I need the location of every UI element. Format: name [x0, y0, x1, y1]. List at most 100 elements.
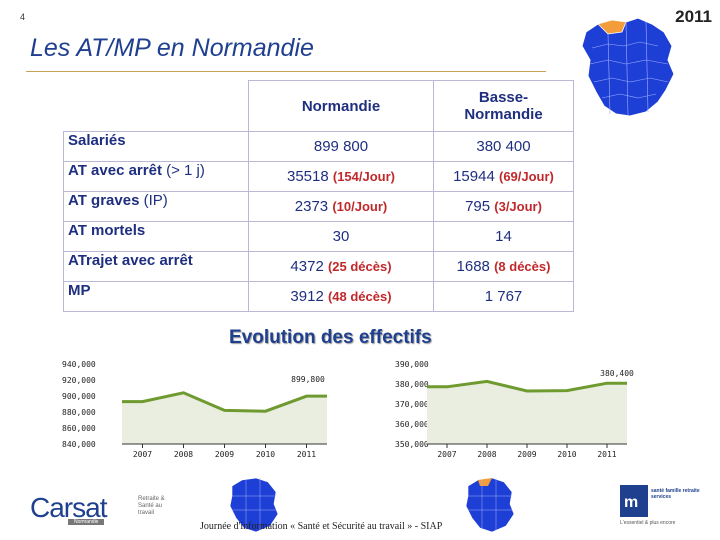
data-point	[446, 386, 448, 388]
y-tick-label: 900,000	[62, 392, 96, 401]
cell-normandie: 2373 (10/Jour)	[249, 192, 434, 222]
cell-normandie: 35518 (154/Jour)	[249, 162, 434, 192]
x-tick-label: 2009	[215, 450, 234, 459]
value: 795	[465, 198, 490, 215]
table-row: AT graves (IP) 2373 (10/Jour) 795 (3/Jou…	[64, 192, 574, 222]
row-label-text: ATrajet avec arrêt	[68, 252, 193, 269]
table-row: AT mortels 30 14	[64, 222, 574, 252]
rate: (25 décès)	[328, 259, 392, 274]
x-tick-label: 2008	[174, 450, 193, 459]
row-label: AT mortels	[64, 222, 249, 252]
table-row: AT avec arrêt (> 1 j) 35518 (154/Jour) 1…	[64, 162, 574, 192]
value: 15944	[453, 168, 495, 185]
cell-normandie: 899 800	[249, 132, 434, 162]
data-point	[223, 409, 225, 411]
row-label: ATrajet avec arrêt	[64, 252, 249, 282]
data-point	[566, 389, 568, 391]
y-tick-label: 350,000	[395, 440, 429, 449]
data-point	[486, 380, 488, 382]
cell-basse-normandie: 380 400	[434, 132, 574, 162]
y-tick-label: 380,000	[395, 380, 429, 389]
cell-normandie: 30	[249, 222, 434, 252]
cell-basse-normandie: 15944 (69/Jour)	[434, 162, 574, 192]
x-tick-label: 2010	[557, 450, 576, 459]
cell-basse-normandie: 1688 (8 décès)	[434, 252, 574, 282]
msa-foot: L'essentiel & plus encore	[620, 520, 675, 526]
france-map-icon	[458, 470, 518, 534]
row-label-text: AT avec arrêt	[68, 162, 162, 179]
header-basse-line2: Normandie	[464, 106, 542, 123]
atmp-table: Normandie Basse- Normandie Salariés 899 …	[63, 80, 574, 312]
row-label-text: AT graves	[68, 192, 139, 209]
data-label: 380,400	[600, 369, 634, 378]
year-label: 2011	[675, 7, 712, 27]
value: 1688	[457, 258, 490, 275]
msa-text: santé famille retraite services	[651, 488, 720, 500]
y-tick-label: 360,000	[395, 420, 429, 429]
rate: (10/Jour)	[332, 199, 387, 214]
footer-text: Journée d'information « Santé et Sécurit…	[200, 521, 442, 532]
cell-basse-normandie: 14	[434, 222, 574, 252]
header-normandie: Normandie	[249, 81, 434, 132]
chart-basse-normandie-svg: 390,000 380,000 370,000 360,000 350,000 2007 2…	[395, 358, 655, 468]
carsat-region: Normandie	[68, 519, 104, 525]
value: 899 800	[314, 138, 368, 155]
row-label-sub: (> 1 j)	[166, 162, 205, 179]
data-point	[526, 390, 528, 392]
row-label-text: AT mortels	[68, 222, 145, 239]
chart-normandie-svg: 940,000 920,000 900,000 880,000 860,000 840,0…	[62, 358, 332, 468]
y-tick-label: 880,000	[62, 408, 96, 417]
y-tick-label: 390,000	[395, 360, 429, 369]
cell-basse-normandie: 795 (3/Jour)	[434, 192, 574, 222]
rate: (8 décès)	[494, 259, 550, 274]
table-corner	[64, 81, 249, 132]
chart-normandie: 940,000 920,000 900,000 880,000 860,000 840,0…	[62, 358, 332, 473]
cell-basse-normandie: 1 767	[434, 282, 574, 312]
data-point	[264, 410, 266, 412]
row-label-text: Salariés	[68, 132, 126, 149]
x-tick-label: 2007	[133, 450, 152, 459]
y-tick-label: 920,000	[62, 376, 96, 385]
rate: (3/Jour)	[494, 199, 542, 214]
cell-normandie: 4372 (25 décès)	[249, 252, 434, 282]
header-basse-line1: Basse-	[479, 89, 528, 106]
header-basse-normandie: Basse- Normandie	[434, 81, 574, 132]
value: 14	[495, 228, 512, 245]
rate: (48 décès)	[328, 289, 392, 304]
y-tick-label: 370,000	[395, 400, 429, 409]
row-label: AT avec arrêt (> 1 j)	[64, 162, 249, 192]
rate: (154/Jour)	[333, 169, 395, 184]
x-tick-label: 2007	[437, 450, 456, 459]
slide-number: 4	[20, 12, 25, 22]
evolution-title: Evolution des effectifs	[229, 327, 432, 349]
title-divider	[26, 71, 546, 72]
data-point	[606, 382, 608, 384]
svg-text:m: m	[624, 494, 638, 511]
x-tick-label: 2010	[256, 450, 275, 459]
x-tick-label: 2011	[597, 450, 616, 459]
row-label: MP	[64, 282, 249, 312]
rate: (69/Jour)	[499, 169, 554, 184]
data-point	[182, 392, 184, 394]
value: 35518	[287, 168, 329, 185]
y-tick-label: 940,000	[62, 360, 96, 369]
data-label: 899,800	[291, 375, 325, 384]
slide-title: Les AT/MP en Normandie	[30, 34, 314, 63]
y-tick-label: 860,000	[62, 424, 96, 433]
table-row: Salariés 899 800 380 400	[64, 132, 574, 162]
value: 2373	[295, 198, 328, 215]
x-tick-label: 2009	[517, 450, 536, 459]
row-label: AT graves (IP)	[64, 192, 249, 222]
france-map-icon	[568, 2, 680, 122]
row-label-text: MP	[68, 282, 91, 299]
x-tick-label: 2008	[477, 450, 496, 459]
table-row: MP 3912 (48 décès) 1 767	[64, 282, 574, 312]
value: 30	[333, 228, 350, 245]
carsat-logo: Carsat Retraite & Santé au travail Norma…	[30, 492, 106, 524]
cell-normandie: 3912 (48 décès)	[249, 282, 434, 312]
value: 1 767	[485, 288, 523, 305]
data-point	[305, 395, 307, 397]
x-tick-label: 2011	[297, 450, 316, 459]
value: 380 400	[476, 138, 530, 155]
y-tick-label: 840,000	[62, 440, 96, 449]
